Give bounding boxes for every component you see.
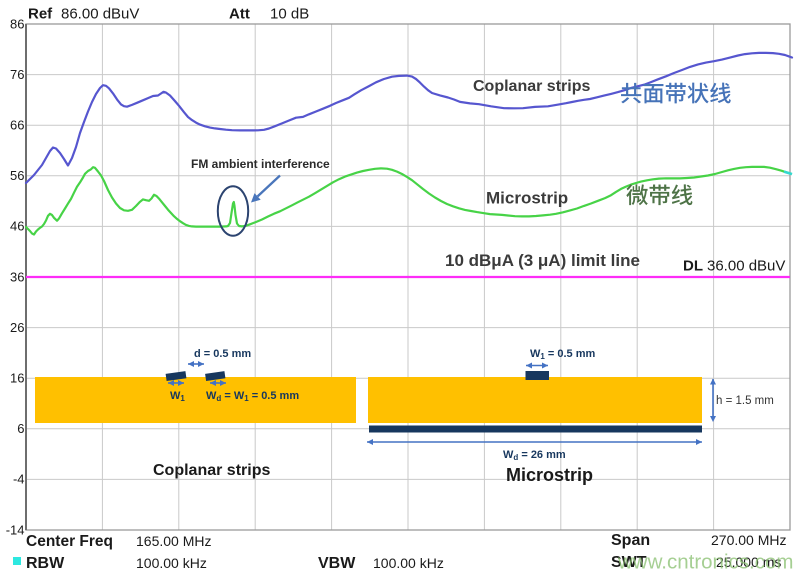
svg-text:Microstrip: Microstrip: [486, 189, 568, 208]
svg-text:Ref: Ref: [28, 6, 53, 23]
svg-text:Wd = W1 = 0.5 mm: Wd = W1 = 0.5 mm: [206, 390, 299, 403]
svg-text:16: 16: [10, 371, 24, 386]
svg-text:Coplanar strips: Coplanar strips: [473, 78, 590, 95]
svg-text:66: 66: [10, 118, 24, 133]
svg-text:10 dB: 10 dB: [270, 6, 309, 23]
svg-text:26: 26: [10, 320, 24, 335]
svg-text:270.00 MHz: 270.00 MHz: [711, 532, 786, 548]
svg-text:Wd = 26 mm: Wd = 26 mm: [503, 449, 566, 462]
svg-text:DL: DL: [683, 258, 703, 275]
svg-text:Center Freq: Center Freq: [26, 533, 113, 550]
svg-text:86.00 dBuV: 86.00 dBuV: [61, 6, 139, 23]
svg-text:100.00 kHz: 100.00 kHz: [136, 555, 207, 571]
svg-text:165.00 MHz: 165.00 MHz: [136, 533, 211, 549]
svg-text:Coplanar strips: Coplanar strips: [153, 462, 270, 479]
svg-text:-14: -14: [6, 522, 25, 537]
svg-text:36.00 dBuV: 36.00 dBuV: [707, 258, 785, 275]
svg-text:46: 46: [10, 219, 24, 234]
svg-text:76: 76: [10, 67, 24, 82]
svg-text:25.000 ms: 25.000 ms: [716, 554, 781, 570]
svg-text:h = 1.5 mm: h = 1.5 mm: [716, 395, 774, 407]
svg-text:Span: Span: [611, 532, 650, 549]
svg-text:VBW: VBW: [318, 555, 356, 572]
svg-text:100.00 kHz: 100.00 kHz: [373, 555, 444, 571]
svg-text:36: 36: [10, 269, 24, 284]
svg-text:-4: -4: [13, 472, 25, 487]
svg-text:56: 56: [10, 168, 24, 183]
svg-text:Att: Att: [229, 6, 250, 23]
svg-text:10 dBμA (3 μA) limit line: 10 dBμA (3 μA) limit line: [445, 251, 640, 270]
svg-text:6: 6: [17, 421, 24, 436]
svg-text:SWT: SWT: [611, 554, 647, 571]
svg-text:W1 = 0.5 mm: W1 = 0.5 mm: [530, 348, 596, 361]
svg-text:d = 0.5 mm: d = 0.5 mm: [194, 348, 251, 360]
svg-text:86: 86: [10, 16, 24, 31]
svg-text:FM ambient interference: FM ambient interference: [191, 157, 330, 171]
svg-text:RBW: RBW: [26, 555, 65, 572]
svg-text:Microstrip: Microstrip: [506, 465, 593, 485]
svg-text:W1: W1: [170, 390, 185, 403]
svg-text:www.cntronics.com: www.cntronics.com: [617, 551, 793, 574]
